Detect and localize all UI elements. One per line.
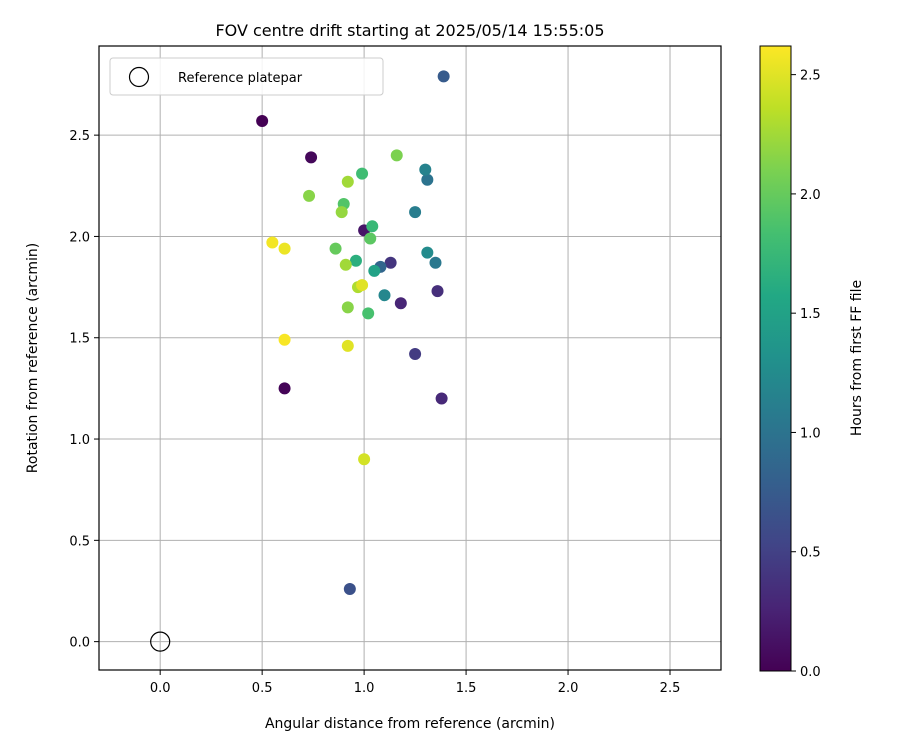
data-point [409, 206, 422, 219]
legend-marker [128, 66, 150, 88]
x-tick-label: 1.5 [456, 681, 477, 696]
data-point [256, 114, 269, 127]
x-tick-label: 1.0 [354, 681, 375, 696]
data-point [343, 582, 356, 595]
y-axis-label: Rotation from reference (arcmin) [25, 243, 41, 473]
x-tick-label: 2.0 [558, 681, 579, 696]
data-point [356, 279, 369, 292]
x-axis-label: Angular distance from reference (arcmin) [265, 716, 555, 732]
legend-label: Reference platepar [178, 71, 303, 86]
colorbar-label: Hours from first FF file [849, 280, 865, 436]
data-point [409, 347, 422, 360]
data-point [358, 453, 371, 466]
colorbar-tick-label: 2.0 [800, 188, 821, 203]
y-axis-ticks: 0.0 0.5 1.0 1.5 2.0 2.5 [69, 129, 99, 651]
data-point [378, 289, 391, 302]
data-point [305, 151, 318, 164]
data-point [366, 220, 379, 233]
data-point [341, 339, 354, 352]
reference-point-marker [150, 631, 171, 652]
legend-box [109, 57, 384, 96]
data-point [390, 149, 403, 162]
data-point [429, 256, 442, 269]
data-point [384, 256, 397, 269]
y-tick-label: 1.5 [69, 332, 90, 347]
x-tick-label: 2.5 [660, 681, 681, 696]
x-axis-ticks: 0.0 0.5 1.0 1.5 2.0 2.5 [150, 670, 681, 696]
data-point [303, 189, 316, 202]
data-point [364, 232, 377, 245]
colorbar [759, 45, 792, 672]
x-tick-label: 0.5 [252, 681, 273, 696]
data-points [150, 70, 450, 652]
data-point [362, 307, 375, 320]
data-point [437, 70, 450, 83]
colorbar-tick-label: 1.5 [800, 307, 821, 322]
data-point [278, 382, 291, 395]
data-point [419, 163, 432, 176]
data-point [341, 301, 354, 314]
data-point [431, 285, 444, 298]
colorbar-tick-label: 0.5 [800, 546, 821, 561]
data-point [329, 242, 342, 255]
y-tick-label: 2.5 [69, 129, 90, 144]
data-point [368, 264, 381, 277]
colorbar-tick-label: 0.0 [800, 665, 821, 680]
chart-title: FOV centre drift starting at 2025/05/14 … [215, 21, 604, 40]
grid-lines [99, 46, 721, 670]
colorbar-ticks: 0.0 0.5 1.0 1.5 2.0 2.5 [791, 69, 821, 680]
data-point [421, 246, 434, 259]
x-tick-label: 0.0 [150, 681, 171, 696]
y-tick-label: 2.0 [69, 230, 90, 245]
data-point [339, 258, 352, 271]
data-point [278, 242, 291, 255]
y-tick-label: 0.5 [69, 534, 90, 549]
data-point [335, 206, 348, 219]
data-point [349, 254, 362, 267]
y-tick-label: 1.0 [69, 433, 90, 448]
data-point [394, 297, 407, 310]
colorbar-tick-label: 1.0 [800, 426, 821, 441]
data-point [435, 392, 448, 405]
data-point [266, 236, 279, 249]
y-tick-label: 0.0 [69, 636, 90, 651]
colorbar-tick-label: 2.5 [800, 69, 821, 84]
data-point [278, 333, 291, 346]
plot-frame [98, 45, 722, 671]
data-point [356, 167, 369, 180]
data-point [341, 175, 354, 188]
data-point [421, 173, 434, 186]
legend: Reference platepar [109, 57, 384, 96]
